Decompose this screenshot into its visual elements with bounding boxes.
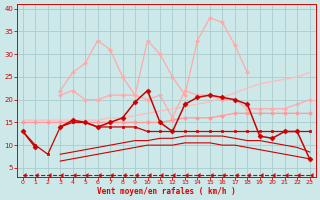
X-axis label: Vent moyen/en rafales ( km/h ): Vent moyen/en rafales ( km/h )	[97, 187, 236, 196]
